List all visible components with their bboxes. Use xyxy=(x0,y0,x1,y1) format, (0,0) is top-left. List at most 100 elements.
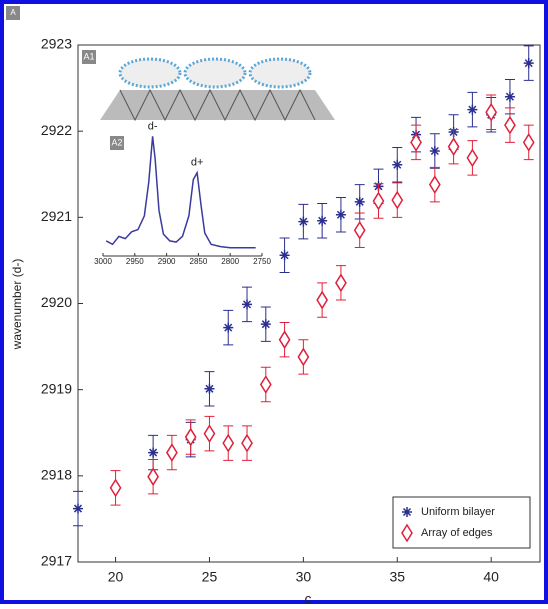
point xyxy=(109,478,122,498)
asterisk xyxy=(260,319,271,330)
diamond xyxy=(410,132,422,152)
diamond xyxy=(278,330,291,350)
diamond xyxy=(466,148,479,168)
diamond xyxy=(184,427,197,447)
legend-label: Uniform bilayer xyxy=(421,506,495,518)
asterisk xyxy=(504,91,515,102)
diamond xyxy=(109,478,122,498)
inset-x-tick-label: 2750 xyxy=(253,257,271,266)
point xyxy=(203,424,216,444)
asterisk xyxy=(402,507,412,517)
diamond xyxy=(447,137,460,157)
point xyxy=(73,503,83,514)
x-tick-label: 35 xyxy=(389,569,405,585)
legend-marker xyxy=(402,507,412,517)
y-tick-label: 2921 xyxy=(41,208,72,224)
diamond xyxy=(401,523,413,543)
point xyxy=(504,115,516,135)
point xyxy=(467,104,478,115)
inset-x-tick-label: 2850 xyxy=(190,257,208,266)
asterisk xyxy=(223,322,234,333)
y-tick-label: 2919 xyxy=(41,380,72,396)
point xyxy=(148,447,159,458)
asterisk xyxy=(317,215,328,226)
point xyxy=(391,190,404,210)
diamond xyxy=(297,347,310,367)
inset-x-tick-label: 2950 xyxy=(126,257,144,266)
asterisk xyxy=(392,159,403,170)
y-axis-label: wavenumber (d-) xyxy=(10,259,24,351)
point xyxy=(335,273,347,293)
point xyxy=(260,319,271,330)
panel-label: A xyxy=(10,8,16,17)
x-tick-label: 25 xyxy=(202,569,218,585)
inset-x-tick-label: 2800 xyxy=(221,257,239,266)
point xyxy=(147,467,160,487)
point xyxy=(504,91,515,102)
y-tick-label: 2918 xyxy=(41,467,72,483)
x-tick-label: 30 xyxy=(296,569,312,585)
point xyxy=(522,132,535,152)
point xyxy=(242,299,253,310)
asterisk xyxy=(467,104,478,115)
diamond xyxy=(372,191,385,211)
point xyxy=(278,330,291,350)
x-tick-label: 40 xyxy=(483,569,499,585)
inset-x-tick-label: 3000 xyxy=(94,257,112,266)
point xyxy=(204,383,215,394)
asterisk xyxy=(73,503,83,514)
legend-box xyxy=(392,496,531,549)
y-tick-label: 2917 xyxy=(41,553,72,569)
illustration: A1 A2 xyxy=(82,50,335,257)
diamond xyxy=(335,273,347,293)
point xyxy=(447,137,460,157)
point xyxy=(184,427,197,447)
diamond xyxy=(259,375,272,394)
inset-label: A2 xyxy=(111,137,122,147)
asterisk xyxy=(204,383,215,394)
asterisk xyxy=(298,216,309,227)
illustration-label: A1 xyxy=(83,51,94,61)
point xyxy=(298,216,309,227)
point xyxy=(223,322,234,333)
point xyxy=(372,191,385,211)
point xyxy=(353,220,366,240)
point xyxy=(466,148,479,168)
diamond xyxy=(522,132,535,152)
diamond xyxy=(222,433,235,453)
point xyxy=(354,196,365,207)
diamond xyxy=(147,467,160,487)
diamond xyxy=(203,424,216,444)
y-tick-label: 2922 xyxy=(41,122,72,138)
diamond xyxy=(391,190,404,210)
point xyxy=(410,132,422,152)
diamond xyxy=(428,175,441,195)
point xyxy=(335,209,346,220)
point xyxy=(222,433,235,453)
asterisk xyxy=(148,447,159,458)
peak-label: d- xyxy=(148,120,158,132)
point xyxy=(392,159,403,170)
diamond xyxy=(485,102,498,122)
point xyxy=(485,102,498,122)
point xyxy=(523,58,534,69)
legend-marker xyxy=(401,523,413,543)
x-tick-label: 20 xyxy=(108,569,124,585)
asterisk xyxy=(429,145,440,156)
spectrum xyxy=(105,136,256,249)
diamond xyxy=(241,433,253,453)
point xyxy=(429,145,440,156)
peak-label: d+ xyxy=(191,157,204,169)
diamond xyxy=(316,290,329,310)
point xyxy=(297,347,310,367)
point xyxy=(259,375,272,394)
x-axis-label: c xyxy=(305,591,312,604)
legend-label: Array of edges xyxy=(421,527,493,539)
asterisk xyxy=(279,250,290,261)
diamond xyxy=(504,115,516,135)
y-tick-label: 2920 xyxy=(41,294,72,310)
diamond xyxy=(353,220,366,240)
point xyxy=(316,290,329,310)
point xyxy=(428,175,441,195)
